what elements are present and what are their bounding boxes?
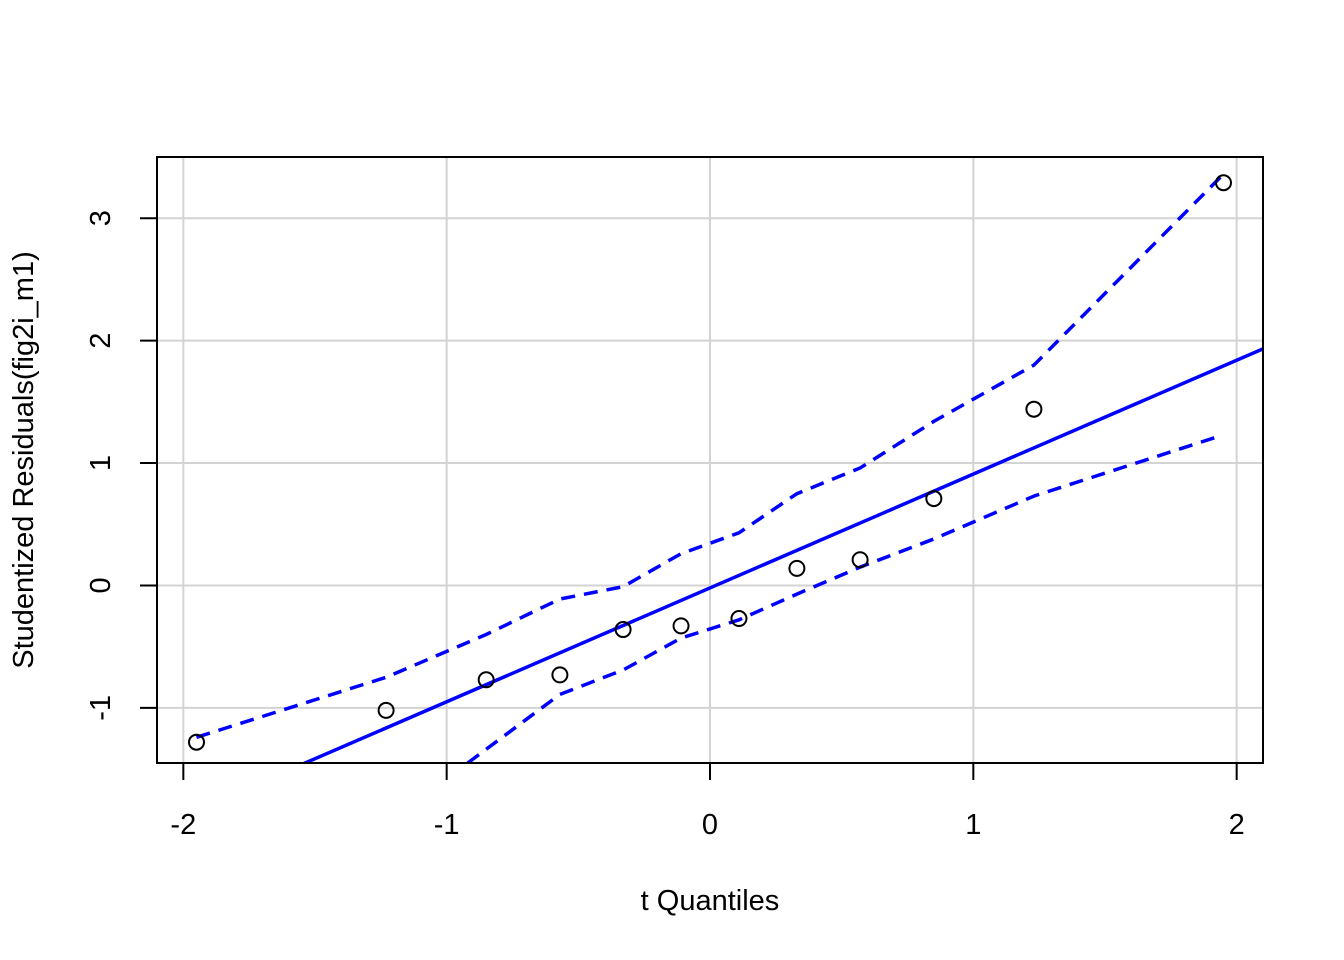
data-point <box>925 490 943 508</box>
upper-band-line <box>195 172 1225 739</box>
data-point <box>188 733 205 751</box>
y-tick-label: 3 <box>85 210 117 226</box>
data-point <box>614 621 632 639</box>
x-tick-label: -2 <box>170 809 196 841</box>
data-point <box>1215 174 1232 192</box>
y-axis: -1 0 1 2 3 <box>85 210 158 721</box>
y-tick-label: 1 <box>85 455 117 471</box>
grid-lines <box>157 157 1263 763</box>
confidence-envelope <box>195 172 1225 763</box>
data-point <box>730 610 748 628</box>
data-point <box>551 666 569 684</box>
y-axis-label: Studentized Residuals(fig2i_m1) <box>8 251 40 669</box>
lower-band-line <box>466 435 1217 763</box>
data-point <box>477 671 495 689</box>
x-tick-label: 0 <box>702 809 718 841</box>
x-axis-label: t Quantiles <box>641 885 780 917</box>
data-point <box>377 701 395 719</box>
data-points <box>188 174 1232 751</box>
y-tick-label: 0 <box>85 577 117 593</box>
y-tick-label: 2 <box>85 333 117 349</box>
y-tick-label: -1 <box>85 695 117 721</box>
reference-line-group <box>300 347 1263 763</box>
data-point <box>788 559 806 577</box>
reference-line <box>300 347 1263 763</box>
x-axis: -2 -1 0 1 2 <box>170 762 1245 841</box>
x-tick-label: 1 <box>965 809 981 841</box>
x-tick-label: -1 <box>434 809 460 841</box>
x-tick-label: 2 <box>1229 809 1245 841</box>
data-point <box>672 617 690 635</box>
data-point <box>1025 400 1043 418</box>
data-point <box>851 551 869 569</box>
